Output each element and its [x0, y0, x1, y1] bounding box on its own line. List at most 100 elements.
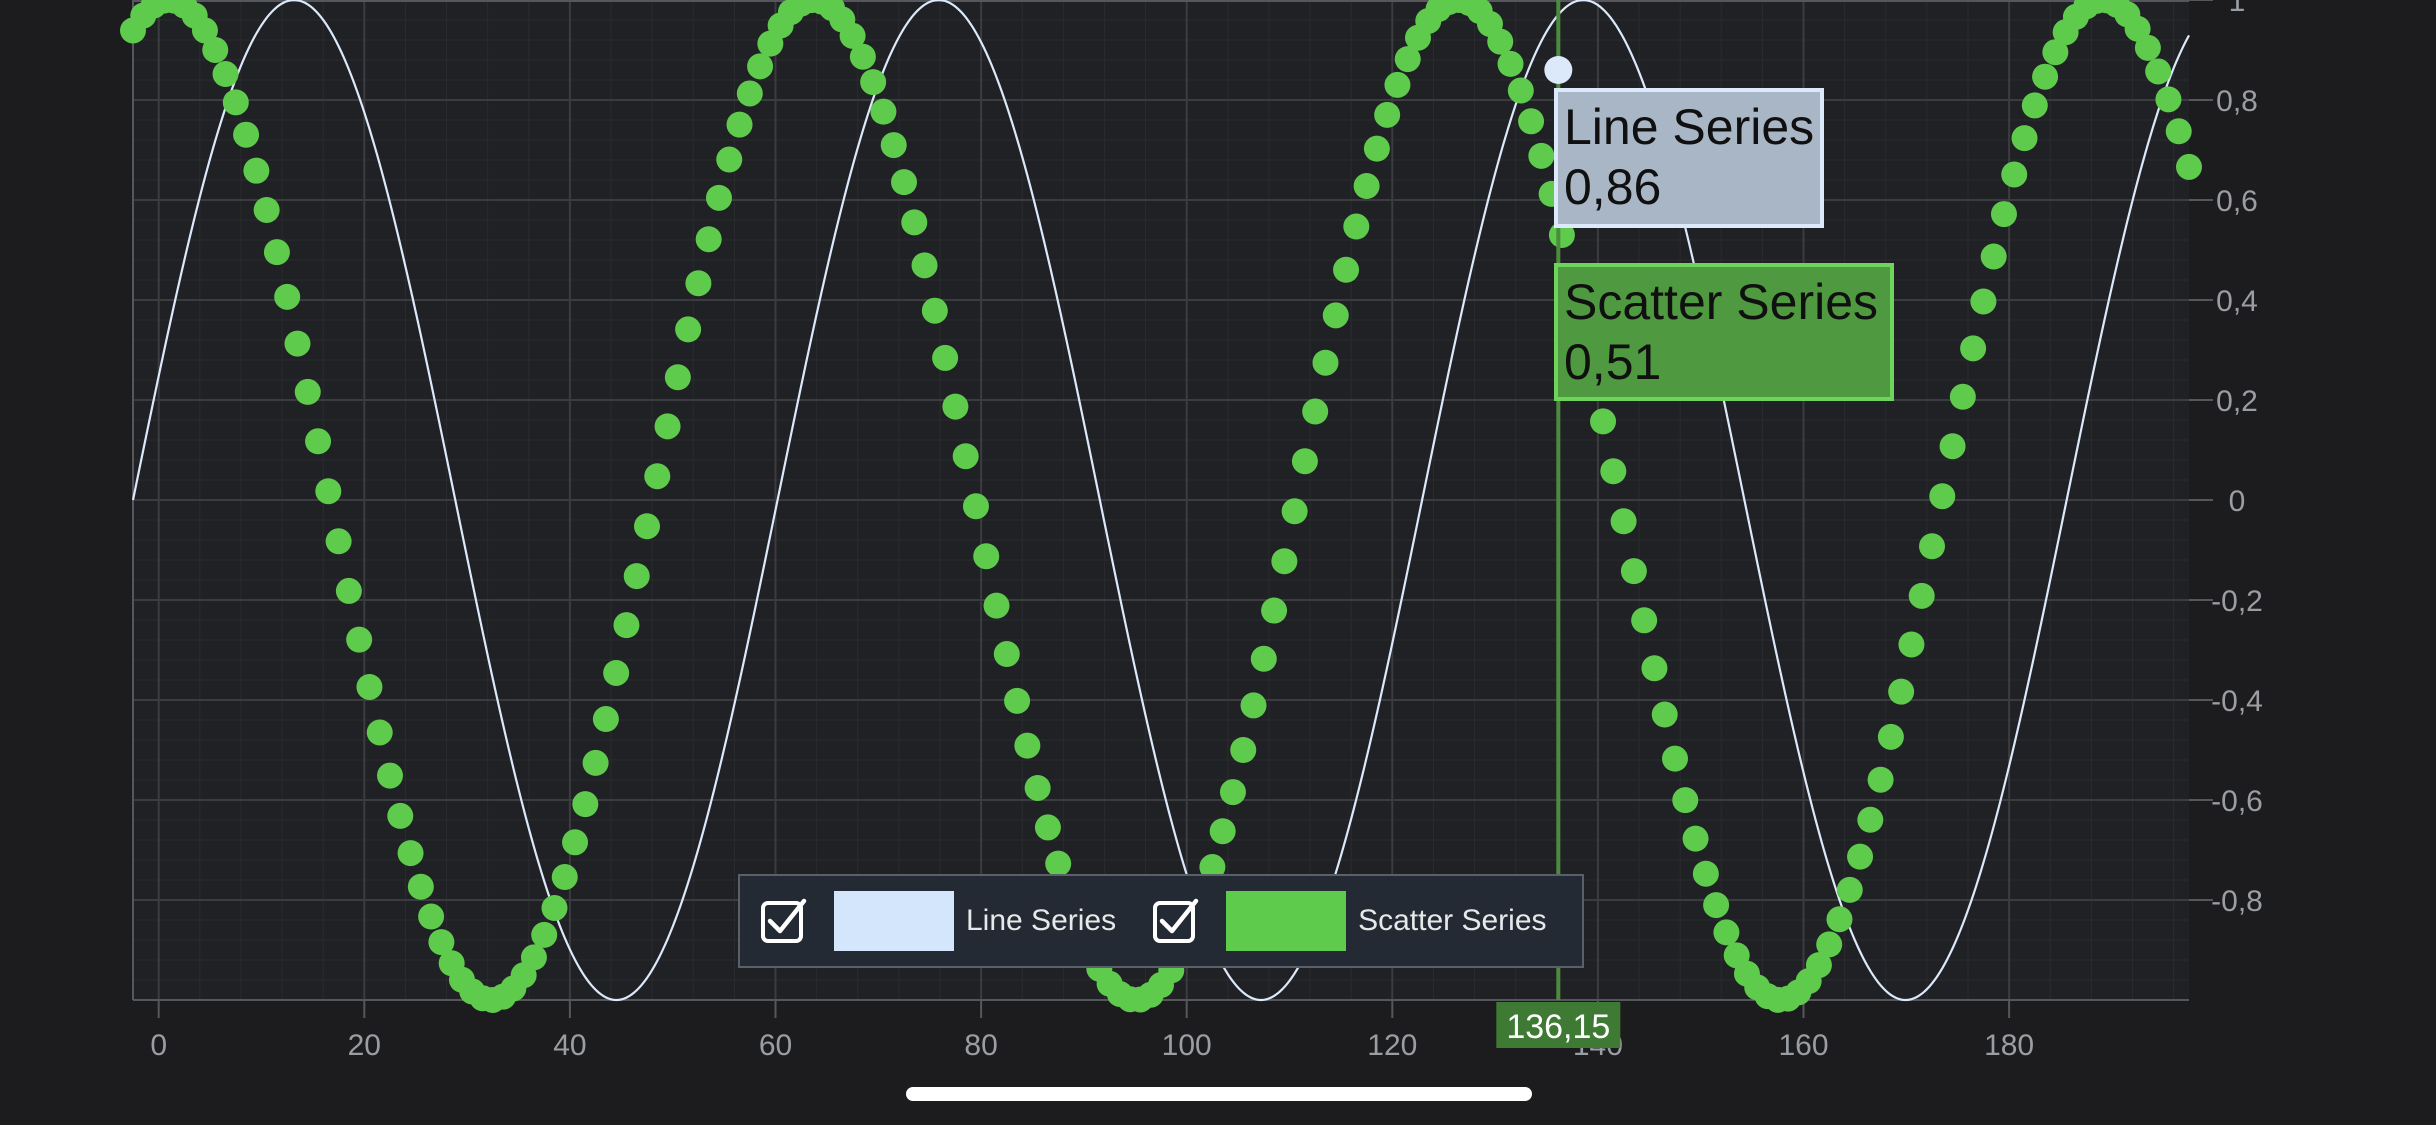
cursor-line-marker [1544, 56, 1573, 84]
scatter-point [1980, 243, 2007, 270]
scatter-point [1302, 398, 1329, 425]
scatter-point [1219, 779, 1246, 806]
scatter-point [993, 641, 1020, 668]
x-tick-label: 100 [1162, 1029, 1212, 1062]
scatter-point [233, 121, 260, 148]
scatter-point [1209, 818, 1236, 845]
scatter-point [695, 226, 722, 253]
legend-item-scatter-series[interactable]: Scatter Series [1152, 876, 1547, 966]
scatter-point [2001, 161, 2028, 188]
chart-legend: Line Series Scatter Series [738, 874, 1584, 968]
scatter-point [1990, 201, 2017, 228]
scatter-point [2032, 63, 2059, 90]
scatter-point [315, 478, 342, 505]
scatter-point [335, 577, 362, 604]
scatter-point [1836, 876, 1863, 903]
scatter-point [1867, 766, 1894, 793]
scatter-point [685, 270, 712, 297]
scatter-point [1384, 71, 1411, 98]
scatter-point [1919, 533, 1945, 560]
scatter-point [983, 592, 1010, 619]
scatter-point [346, 626, 373, 653]
scatter-point [962, 493, 989, 520]
legend-swatch-line-series [834, 891, 954, 951]
checkbox-checked-icon[interactable] [760, 897, 808, 945]
scatter-point [592, 706, 619, 733]
scatter-point [1230, 737, 1257, 763]
scatter-point [202, 36, 229, 63]
scatter-point [551, 864, 578, 891]
scatter-point [263, 239, 290, 266]
legend-label-line-series: Line Series [966, 904, 1117, 937]
home-indicator[interactable] [906, 1087, 1532, 1101]
scatter-point [849, 43, 876, 70]
scatter-point [387, 802, 414, 829]
scatter-point [736, 80, 763, 107]
scatter-point [1960, 335, 1987, 362]
x-tick-label: 120 [1367, 1029, 1417, 1062]
scatter-point [243, 157, 270, 184]
y-tick-label: 0,8 [2216, 85, 2258, 118]
legend-item-line-series[interactable]: Line Series [760, 876, 1116, 966]
scatter-point [1703, 892, 1730, 919]
scatter-point [860, 69, 887, 96]
scatter-point [1713, 919, 1740, 946]
scatter-point [562, 829, 589, 856]
tooltip-title: Line Series [1564, 99, 1814, 155]
scatter-point [1034, 814, 1061, 841]
scatter-point [1250, 645, 1277, 672]
x-tick-label: 40 [553, 1029, 586, 1062]
x-axis-ticks: 020406080100120140160180 [150, 1000, 2034, 1062]
scatter-point [1497, 50, 1524, 77]
x-tick-label: 180 [1984, 1029, 2034, 1062]
scatter-point [274, 283, 301, 310]
scatter-point [1548, 221, 1575, 248]
scatter-point [2145, 58, 2172, 85]
scatter-point [1353, 173, 1380, 200]
cursor-x-readout-bg [1496, 1002, 1621, 1048]
scatter-point [418, 903, 445, 930]
scatter-point [1333, 256, 1360, 283]
checkbox-checked-icon[interactable] [1152, 897, 1200, 945]
scatter-point [212, 61, 239, 88]
scatter-point [1939, 433, 1966, 460]
scatter-point [1672, 787, 1699, 814]
scatter-point [325, 528, 352, 555]
y-tick-label: 0,4 [2216, 285, 2258, 318]
scatter-point [1518, 108, 1545, 135]
scatter-point [397, 840, 424, 867]
scatter-point [428, 929, 455, 956]
scatter-point [2165, 118, 2192, 145]
x-tick-label: 160 [1778, 1029, 1828, 1062]
x-tick-label: 0 [150, 1029, 167, 1062]
scatter-point [582, 749, 609, 776]
scatter-point [1908, 582, 1935, 609]
y-tick-label: 0,2 [2216, 385, 2258, 418]
scatter-point [747, 53, 774, 80]
scatter-point [654, 413, 681, 440]
scatter-point [726, 111, 753, 138]
scatter-point [1692, 860, 1719, 887]
scatter-point [705, 184, 732, 211]
x-tick-label: 80 [964, 1029, 997, 1062]
scatter-point [2134, 34, 2161, 61]
scatter-point [952, 443, 979, 470]
scatter-point [1507, 77, 1534, 104]
scatter-point [1014, 732, 1041, 759]
scatter-point [2176, 153, 2202, 180]
scatter-point [1271, 548, 1298, 575]
scatter-point [973, 543, 1000, 570]
scatter-point [407, 873, 434, 900]
scatter-point [1590, 408, 1617, 435]
scatter-point [1487, 28, 1514, 55]
scatter-point [921, 297, 948, 324]
scatter-point [1394, 46, 1421, 73]
scatter-point [901, 209, 928, 236]
scatter-point [1363, 135, 1390, 162]
scatter-point [603, 659, 630, 686]
scatter-point [1898, 631, 1925, 658]
tooltip-box [1554, 88, 1824, 228]
scatter-point [1610, 508, 1637, 535]
